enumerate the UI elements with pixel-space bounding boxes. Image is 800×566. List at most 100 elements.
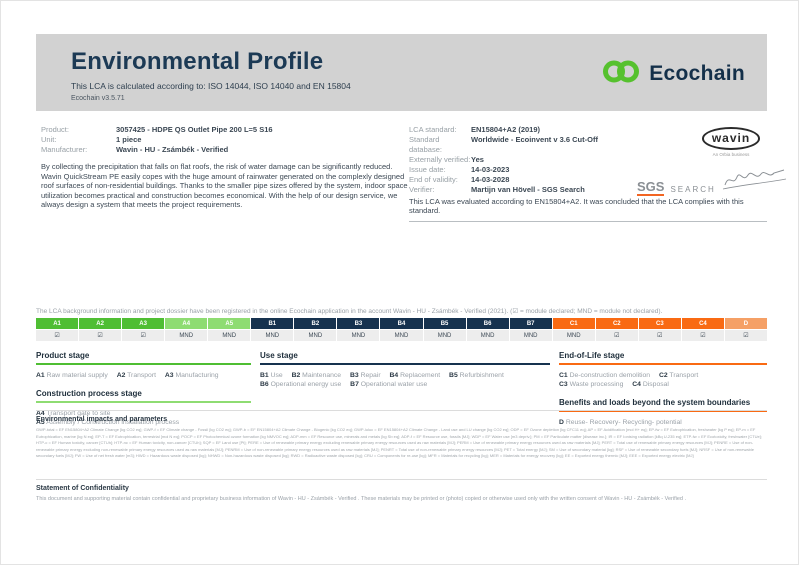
detail-label: Unit: (41, 135, 57, 144)
module-declaration-table: A1 A2 A3 A4 A5 B1 B2 B3 B4 B5 B6 B7 C1 C… (36, 318, 767, 341)
construction-stage-items: A4 Transport gate to site A5 Assembly / … (36, 409, 251, 427)
detail-row-unit: Unit: 1 piece (41, 135, 406, 145)
module-status-a4: MND (165, 330, 208, 341)
module-header-b4: B4 (380, 318, 423, 329)
detail-row-database: Standard database: Worldwide - Ecoinvent… (409, 135, 684, 155)
module-header-c2: C2 (595, 318, 638, 329)
module-header-d: D (724, 318, 767, 329)
stage-item: A3 Manufacturing (164, 372, 219, 379)
use-stage-title: Use stage (260, 351, 550, 365)
module-status-a5: MND (208, 330, 251, 341)
module-header-b3: B3 (337, 318, 380, 329)
detail-row-manufacturer: Manufacturer: Wavin - HU - Zsámbék - Ver… (41, 145, 406, 155)
detail-value: Wavin - HU - Zsámbék - Verified (116, 145, 229, 154)
header-band: Environmental Profile This LCA is calcul… (36, 34, 767, 111)
sgs-search-logo: SGS SEARCH (637, 167, 788, 196)
detail-label: Product: (41, 125, 69, 134)
stage-item: B1 Use (260, 372, 283, 379)
detail-value: 14-03-2023 (471, 165, 510, 174)
stage-item: A4 Transport gate to site (36, 410, 111, 417)
detail-label: LCA standard: (409, 125, 457, 134)
wavin-wordmark: wavin (701, 127, 761, 150)
stage-item: D Reuse- Recovery- Recycling- potential (559, 419, 682, 426)
stage-item: A1 Raw material supply (36, 372, 108, 379)
module-header-a5: A5 (208, 318, 251, 329)
stage-item: B6 Operational energy use (260, 381, 342, 388)
detail-value: Yes (471, 155, 484, 164)
stage-item: C4 Disposal (632, 381, 669, 388)
module-status-a1: ☑ (36, 330, 79, 341)
stage-item: B5 Refurbishment (449, 372, 504, 379)
ecochain-wordmark: Ecochain (649, 62, 745, 85)
wavin-logo: wavin An Orbia business (695, 127, 767, 157)
detail-value: 3057425 - HDPE QS Outlet Pipe 200 L=5 S1… (116, 125, 273, 134)
detail-row-validity: End of validity: 14-03-2028 (409, 175, 684, 185)
product-stage-title: Product stage (36, 351, 251, 365)
module-header-a4: A4 (165, 318, 208, 329)
product-description: By collecting the precipitation that fal… (41, 162, 408, 209)
detail-label: Externally verified: (409, 155, 471, 164)
stage-item: C3 Waste processing (559, 381, 624, 388)
module-header-c4: C4 (681, 318, 724, 329)
module-status-d: ☑ (724, 330, 767, 341)
confidentiality-section: Statement of Confidentiality This docume… (36, 479, 767, 504)
module-header-b6: B6 (466, 318, 509, 329)
evaluation-note: This LCA was evaluated according to EN15… (409, 197, 767, 222)
module-status-c3: ☑ (638, 330, 681, 341)
module-status-b4: MND (380, 330, 423, 341)
module-header-row: A1 A2 A3 A4 A5 B1 B2 B3 B4 B5 B6 B7 C1 C… (36, 318, 767, 329)
environmental-impacts-section: Environmental impacts and parameters GWP… (36, 410, 767, 460)
module-status-c4: ☑ (681, 330, 724, 341)
registration-note: The LCA background information and proje… (36, 308, 663, 315)
sgs-wordmark: SGS (637, 179, 665, 196)
detail-value: 1 piece (116, 135, 142, 144)
module-header-a3: A3 (122, 318, 165, 329)
module-status-b5: MND (423, 330, 466, 341)
detail-label: Verifier: (409, 185, 435, 194)
product-stage-items: A1 Raw material supply A2 Transport A3 M… (36, 371, 251, 380)
module-header-b7: B7 (509, 318, 552, 329)
module-status-b1: MND (251, 330, 294, 341)
stage-column-middle: Use stage B1 Use B2 Maintenance B3 Repai… (260, 351, 550, 427)
stage-item: B2 Maintenance (291, 372, 342, 379)
detail-value: Martijn van Hövell - SGS Search (471, 185, 585, 194)
module-status-b3: MND (337, 330, 380, 341)
detail-value: EN15804+A2 (2019) (471, 125, 541, 134)
stage-item: A2 Transport (116, 372, 156, 379)
app-version: Ecochain v3.5.71 (71, 95, 125, 102)
module-status-c1: MND (552, 330, 595, 341)
stage-item: C1 De-construction demolition (559, 372, 651, 379)
verifier-signature-icon (722, 167, 788, 196)
construction-stage-title: Construction process stage (36, 389, 251, 403)
product-details: Product: 3057425 - HDPE QS Outlet Pipe 2… (41, 125, 408, 210)
environmental-impacts-title: Environmental impacts and parameters (36, 416, 168, 423)
detail-row-product: Product: 3057425 - HDPE QS Outlet Pipe 2… (41, 125, 406, 135)
sgs-search-label: SEARCH (670, 185, 716, 194)
ecochain-infinity-icon (601, 58, 641, 90)
stage-item: B7 Operational water use (350, 381, 428, 388)
benefits-stage-title: Benefits and loads beyond the system bou… (559, 398, 767, 412)
module-header-b1: B1 (251, 318, 294, 329)
detail-label: Issue date: (409, 165, 446, 174)
detail-label: End of validity: (409, 175, 458, 184)
module-header-c1: C1 (552, 318, 595, 329)
header-subtitle: This LCA is calculated according to: ISO… (71, 81, 351, 91)
module-status-c2: ☑ (595, 330, 638, 341)
eol-stage-title: End-of-Life stage (559, 351, 767, 365)
module-status-b7: MND (509, 330, 552, 341)
use-stage-items: B1 Use B2 Maintenance B3 Repair B4 Repla… (260, 371, 550, 389)
detail-label: Manufacturer: (41, 145, 88, 154)
detail-row-verifier: Verifier: Martijn van Hövell - SGS Searc… (409, 185, 684, 195)
detail-row-issue-date: Issue date: 14-03-2023 (409, 165, 684, 175)
module-header-b5: B5 (423, 318, 466, 329)
detail-label: Standard database: (409, 135, 442, 154)
detail-value: Worldwide - Ecoinvent v 3.6 Cut-Off (471, 135, 598, 144)
stage-item: B3 Repair (349, 372, 381, 379)
stage-column-left: Product stage A1 Raw material supply A2 … (36, 351, 251, 427)
benefits-stage-items: D Reuse- Recovery- Recycling- potential (559, 418, 767, 427)
stage-item: A5 Assembly / Construction installation … (36, 419, 180, 426)
detail-value: 14-03-2028 (471, 175, 510, 184)
stage-column-right: End-of-Life stage C1 De-construction dem… (559, 351, 767, 427)
module-status-a3: ☑ (122, 330, 165, 341)
